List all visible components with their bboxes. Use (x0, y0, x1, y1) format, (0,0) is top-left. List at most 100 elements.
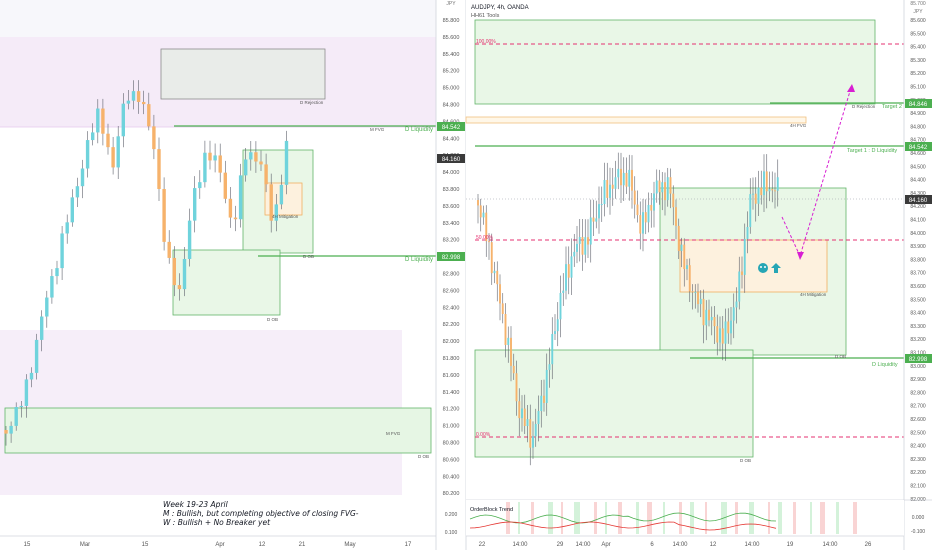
candle-body (716, 326, 719, 343)
arrow-up-icon (771, 263, 781, 273)
indicator-band (810, 502, 812, 534)
candle-body (19, 405, 23, 408)
candle-body (680, 244, 683, 251)
indicator-band (561, 502, 563, 534)
right-axis-tick: 84.700 (910, 138, 926, 144)
candle-body (187, 220, 192, 259)
candle-body (75, 186, 80, 198)
right-axis-tick: 84.300 (910, 191, 926, 197)
candle-body (548, 364, 551, 370)
candle-body (254, 152, 258, 162)
symbol-title[interactable]: AUDJPY, 4h, OANDA (471, 5, 529, 11)
candle-body (730, 320, 732, 334)
candle-body (218, 155, 222, 173)
center-axis-tick: 80.600 (443, 457, 460, 463)
candle-body (763, 171, 765, 196)
candle-body (732, 307, 735, 321)
candle-body (534, 424, 537, 437)
projection-path (781, 84, 855, 260)
candle-body (677, 225, 680, 251)
candle-body (598, 204, 600, 219)
candle-body (70, 197, 74, 223)
candle-body (284, 140, 289, 185)
right-x-tick: 14:00 (512, 542, 528, 548)
center-price-axis[interactable]: 85.80085.60085.40085.20085.00084.80084.6… (435, 0, 467, 550)
candle-body (493, 270, 496, 274)
indicator-band (793, 502, 796, 534)
candle-body (543, 395, 545, 403)
candle-body (60, 233, 64, 269)
h4-fvg-box (465, 116, 807, 124)
candle-body (157, 149, 161, 189)
candle-body (584, 237, 587, 255)
right-axis-tick: 82.500 (910, 430, 926, 436)
center-axis-tick: 84.800 (443, 103, 460, 109)
candle-body (776, 177, 779, 191)
right-axis-tick: 85.400 (910, 45, 926, 51)
candle-body (172, 257, 176, 286)
indicator-band (636, 502, 639, 534)
candle-body (545, 369, 548, 403)
label-mitigation-right: 4H Mitigation (800, 292, 827, 297)
indicator-band (518, 502, 520, 534)
candle-body (708, 309, 710, 321)
candle-body (669, 177, 672, 194)
candle-body (259, 161, 263, 165)
candle-body (774, 190, 776, 192)
indicator-band (768, 502, 770, 534)
candle-body (589, 217, 592, 245)
candle-body (499, 284, 501, 304)
candle-body (101, 108, 105, 134)
candle-body (697, 291, 699, 305)
right-axis-tick: 83.100 (910, 351, 926, 357)
right-axis-tick: 83.700 (910, 271, 926, 277)
right-axis-tick: 84.800 (910, 124, 926, 130)
candle-body (208, 152, 212, 161)
candle-body (617, 168, 620, 178)
indicator-band (647, 502, 652, 534)
center-axis-tick: 81.800 (443, 356, 460, 362)
candle-body (719, 328, 721, 343)
indicator-tools[interactable]: HH61 Tools (471, 13, 500, 19)
right-axis-tick: 82.800 (910, 390, 926, 396)
candle-body (147, 104, 151, 127)
candle-body (683, 244, 686, 270)
indicator-band (679, 502, 682, 534)
center-axis-tick: 85.400 (443, 52, 460, 58)
badge-target-1-text: 84.542 (909, 145, 928, 151)
candle-body (521, 408, 523, 419)
center-axis-tick: 84.000 (443, 170, 460, 176)
indicator-band (548, 502, 553, 534)
candle-body (131, 91, 136, 101)
indicator-left-tick: 0.100 (445, 530, 458, 536)
candle-body (686, 265, 688, 270)
left-x-axis: 15 Mar 15 Apr 12 21 May 17 (24, 542, 412, 548)
candle-body (600, 204, 603, 206)
candle-body (238, 175, 243, 220)
center-axis-tick: 80.200 (443, 491, 460, 497)
candle-body (529, 419, 532, 448)
candle-body (477, 200, 479, 206)
candle-body (606, 179, 609, 198)
center-axis-tick: 82.800 (443, 272, 460, 278)
candle-body (91, 132, 95, 141)
right-x-tick: 29 (557, 542, 564, 548)
candle-body (658, 180, 661, 193)
right-price-axis[interactable]: 85.700 JPY JPY 85.600 85.500 85.400 85.300 8… (446, 0, 932, 550)
candle-body (636, 204, 639, 216)
left-panel: D Rejection M FVG D Liquidity 4H Mitigat… (0, 0, 436, 548)
left-badge-d-liquidity (437, 252, 465, 261)
candle-body (126, 100, 131, 104)
candle-body (631, 169, 633, 191)
right-axis-tick: 84.600 (910, 151, 926, 157)
left-x-tick: 21 (299, 542, 306, 548)
candle-body (628, 169, 631, 187)
candle-body (34, 339, 39, 373)
candle-body (691, 291, 694, 293)
indicator-band (778, 502, 782, 534)
fib-50-label: 50.00% (476, 235, 494, 241)
center-axis-tick: 80.800 (443, 441, 460, 447)
indicator-band (836, 502, 839, 534)
